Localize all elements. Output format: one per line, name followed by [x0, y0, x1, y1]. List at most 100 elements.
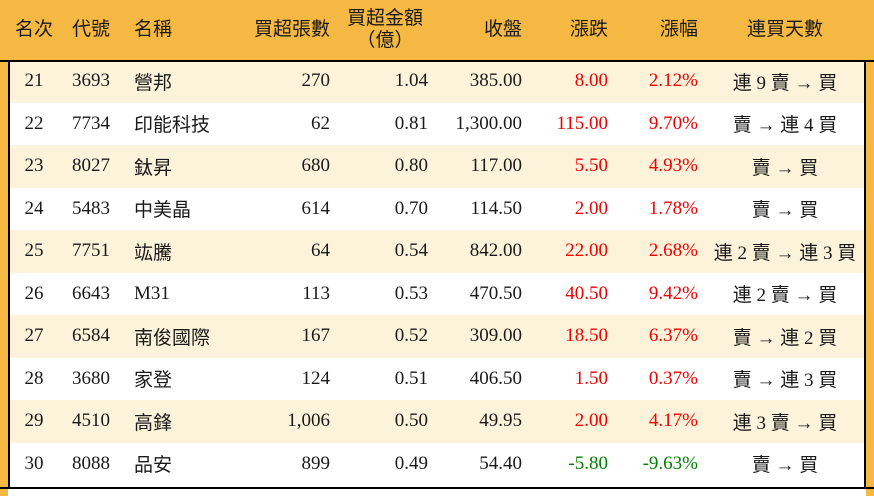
table-row: 23 8027 鈦昇 680 0.80 117.00 5.50 4.93% 賣 → 買 [10, 145, 864, 188]
cell-code: 6643 [72, 282, 110, 304]
cell-net_buy_volume: 899 [301, 452, 331, 474]
cell-change: 40.50 [565, 282, 608, 304]
table-row: 24 5483 中美晶 614 0.70 114.50 2.00 1.78% 賣 → 買 [10, 187, 864, 230]
cell-net_buy_amount: 0.50 [394, 410, 428, 432]
inner-border-right [864, 62, 866, 487]
cell-name: 營邦 [134, 72, 173, 94]
cell-rank: 30 [24, 452, 44, 474]
cell-net_buy_amount: 1.04 [394, 70, 428, 92]
cell-name: 鈦昇 [134, 157, 173, 179]
cell-change: -5.80 [568, 452, 608, 474]
cell-change_pct: -9.63% [642, 452, 698, 474]
cell-change_pct: 9.70% [648, 112, 698, 134]
cell-streak: 連 2 賣 → 買 [732, 285, 838, 307]
table-row: 25 7751 竑騰 64 0.54 842.00 22.00 2.68% 連 2 賣 → 連 … [10, 230, 864, 273]
cell-streak: 賣 → 買 [751, 157, 819, 179]
cell-streak: 賣 → 買 [751, 200, 819, 222]
cell-net_buy_amount: 0.52 [394, 325, 428, 347]
table-row: 26 6643 M31 113 0.53 470.50 40.50 9.42% 連 2 賣 → … [10, 272, 864, 315]
cell-rank: 25 [24, 240, 44, 262]
cell-net_buy_volume: 124 [301, 367, 331, 389]
cell-name: 高鋒 [134, 412, 173, 434]
table-row: 28 3680 家登 124 0.51 406.50 1.50 0.37% 賣 → 連 3 買 [10, 357, 864, 400]
cell-streak: 連 9 賣 → 買 [732, 72, 838, 94]
cell-name: M31 [134, 282, 170, 304]
header-row: 名次 代號 名稱 買超張數 買超金額 （億） 收盤 漲跌 漲幅 連買天數 [10, 0, 864, 60]
cell-streak: 賣 → 連 2 買 [732, 327, 838, 349]
cell-code: 3693 [72, 70, 110, 92]
cell-code: 7751 [72, 240, 110, 262]
header-code: 代號 [71, 19, 110, 41]
orange-frame-left [0, 0, 8, 496]
cell-change: 22.00 [565, 240, 608, 262]
header-name: 名稱 [134, 19, 173, 41]
cell-streak: 賣 → 連 4 買 [732, 115, 838, 137]
cell-close: 1,300.00 [455, 112, 523, 134]
cell-code: 6584 [72, 325, 110, 347]
cell-name: 中美晶 [134, 200, 192, 222]
header-change-pct: 漲幅 [659, 19, 698, 41]
cell-rank: 24 [24, 197, 44, 219]
header-change: 漲跌 [569, 19, 608, 41]
cell-rank: 28 [24, 367, 44, 389]
header-divider-line [0, 60, 874, 62]
cell-rank: 21 [24, 70, 44, 92]
cell-name: 竑騰 [134, 242, 173, 264]
table-row: 30 8088 品安 899 0.49 54.40 -5.80 -9.63% 賣 → 買 [10, 442, 864, 485]
cell-change_pct: 1.78% [648, 197, 698, 219]
cell-streak: 賣 → 買 [751, 455, 819, 477]
cell-name: 南俊國際 [134, 327, 211, 349]
cell-name: 印能科技 [134, 115, 211, 137]
cell-code: 7734 [72, 112, 110, 134]
table-row: 22 7734 印能科技 62 0.81 1,300.00 115.00 9.70% 賣 → 連… [10, 102, 864, 145]
cell-code: 4510 [72, 410, 110, 432]
header-streak: 連買天數 [746, 19, 823, 41]
cell-net_buy_volume: 270 [301, 70, 331, 92]
cell-close: 406.50 [469, 367, 522, 389]
cell-streak: 連 3 賣 → 買 [732, 412, 838, 434]
table-row: 21 3693 營邦 270 1.04 385.00 8.00 2.12% 連 9 賣 → 買 [10, 60, 864, 103]
cell-change: 8.00 [574, 70, 608, 92]
cell-code: 8088 [72, 452, 110, 474]
cell-rank: 23 [24, 155, 44, 177]
net-buy-table: 名次 代號 名稱 買超張數 買超金額 （億） 收盤 漲跌 漲幅 連買天數 21 3… [10, 0, 864, 485]
cell-name: 品安 [134, 455, 173, 477]
cell-change_pct: 2.12% [648, 70, 698, 92]
table-row: 29 4510 高鋒 1,006 0.50 49.95 2.00 4.17% 連 3 賣 → 買 [10, 400, 864, 443]
cell-net_buy_amount: 0.70 [394, 197, 428, 219]
cell-net_buy_amount: 0.53 [394, 282, 428, 304]
table-row: 27 6584 南俊國際 167 0.52 309.00 18.50 6.37% 賣 → 連 2… [10, 315, 864, 358]
cell-code: 5483 [72, 197, 110, 219]
cell-rank: 27 [24, 325, 44, 347]
cell-close: 470.50 [469, 282, 522, 304]
cell-code: 3680 [72, 367, 110, 389]
cell-close: 309.00 [469, 325, 522, 347]
cell-change: 2.00 [574, 197, 608, 219]
header-close: 收盤 [483, 19, 522, 41]
cell-streak: 連 2 賣 → 連 3 買 [713, 242, 857, 264]
cell-change_pct: 9.42% [648, 282, 698, 304]
header-band [0, 0, 874, 60]
cell-close: 842.00 [469, 240, 522, 262]
cell-change_pct: 4.17% [648, 410, 698, 432]
cell-change: 1.50 [574, 367, 608, 389]
cell-change: 2.00 [574, 410, 608, 432]
cell-code: 8027 [72, 155, 110, 177]
cell-net_buy_amount: 0.80 [394, 155, 428, 177]
cell-net_buy_amount: 0.54 [394, 240, 428, 262]
cell-close: 49.95 [479, 410, 522, 432]
cell-rank: 29 [24, 410, 44, 432]
cell-close: 385.00 [469, 70, 522, 92]
cell-change_pct: 0.37% [648, 367, 698, 389]
header-net-buy-amount: 買超金額 （億） [346, 8, 423, 51]
cell-net_buy_volume: 614 [301, 197, 331, 219]
header-rank: 名次 [14, 19, 53, 41]
cell-net_buy_amount: 0.81 [394, 112, 428, 134]
cell-net_buy_amount: 0.49 [394, 452, 428, 474]
cell-close: 117.00 [470, 155, 522, 177]
bottom-border-line [0, 487, 874, 489]
cell-net_buy_volume: 680 [301, 155, 331, 177]
header-net-buy-volume: 買超張數 [253, 19, 330, 41]
